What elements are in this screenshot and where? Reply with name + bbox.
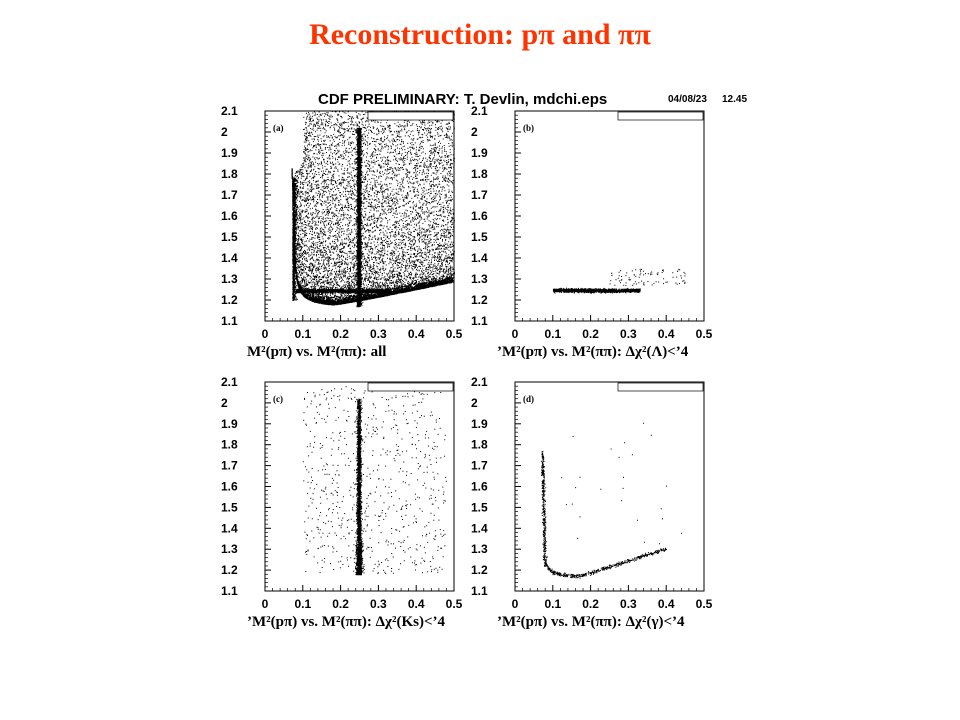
stats-box <box>367 382 454 392</box>
figure-date: 04/08/23 <box>668 94 707 105</box>
x-tick-label: 0.5 <box>446 327 463 341</box>
y-tick-label: 1.1 <box>221 584 238 598</box>
panel-b: 1.1 1.2 1.3 1.4 1.5 1.6 1.7 1.8 1.9 2 2.1 0 0.1 0.2 0.… <box>471 104 713 360</box>
y-tick-label: 1.9 <box>221 146 238 160</box>
x-tick-label: 0.3 <box>370 327 387 341</box>
y-tick-label: 2.1 <box>221 375 238 389</box>
stats-box <box>617 382 704 392</box>
panel-a: 1.1 1.2 1.3 1.4 1.5 1.6 1.7 1.8 1.9 2 2.1 0 0.1 0.2 0.… <box>221 104 463 360</box>
y-tick-label: 1.6 <box>471 209 488 223</box>
x-tick-label: 0 <box>512 327 519 341</box>
x-tick-label: 0.2 <box>582 597 599 611</box>
y-tick-label: 1.6 <box>221 480 238 494</box>
x-tick-label: 0.4 <box>408 327 425 341</box>
data-points <box>552 268 686 294</box>
data-points <box>540 422 683 579</box>
x-axis-label: ’M²(pπ) vs. M²(ππ): Δχ²(γ)<’4 <box>497 614 685 630</box>
panel-d: 1.1 1.2 1.3 1.4 1.5 1.6 1.7 1.8 1.9 2 2.1 0 0.1 0.2 0.… <box>471 375 713 630</box>
x-tick-label: 0.4 <box>658 597 675 611</box>
y-tick-label: 1.3 <box>471 272 488 286</box>
y-tick-label: 1.6 <box>471 480 488 494</box>
y-tick-label: 1.4 <box>471 251 488 265</box>
x-tick-label: 0.3 <box>620 597 637 611</box>
y-tick-label: 1.8 <box>471 438 488 452</box>
y-tick-label: 1.7 <box>471 188 488 202</box>
y-tick-label: 1.5 <box>221 230 238 244</box>
y-tick-label: 1.5 <box>221 500 238 514</box>
y-tick-label: 1.8 <box>221 167 238 181</box>
x-tick-label: 0.5 <box>446 597 463 611</box>
y-tick-label: 1.9 <box>471 417 488 431</box>
y-tick-label: 1.2 <box>471 293 488 307</box>
y-tick-label: 1.6 <box>221 209 238 223</box>
x-tick-label: 0.5 <box>696 597 713 611</box>
figure-header: CDF PRELIMINARY: T. Devlin, mdchi.eps <box>318 91 607 108</box>
data-points <box>291 111 455 308</box>
panel-tag: (b) <box>523 123 534 133</box>
scatter-points <box>291 111 455 308</box>
panel-tag: (a) <box>273 123 284 133</box>
scatter-points <box>552 268 686 294</box>
y-tick-label: 2 <box>221 396 228 410</box>
y-tick-label: 2 <box>471 396 478 410</box>
panel-tag: (d) <box>523 394 534 404</box>
y-tick-label: 1.5 <box>471 230 488 244</box>
x-tick-label: 0.4 <box>408 597 425 611</box>
x-tick-label: 0.2 <box>582 327 599 341</box>
x-tick-label: 0 <box>262 327 269 341</box>
y-tick-label: 1.2 <box>221 293 238 307</box>
scatter-points <box>540 422 683 579</box>
y-tick-label: 1.7 <box>471 459 488 473</box>
y-tick-label: 1.7 <box>221 459 238 473</box>
panel-c: 1.1 1.2 1.3 1.4 1.5 1.6 1.7 1.8 1.9 2 2.1 0 0.1 0.2 0.… <box>221 375 463 630</box>
x-tick-label: 0.5 <box>696 327 713 341</box>
y-tick-label: 1.3 <box>471 542 488 556</box>
x-tick-label: 0.4 <box>658 327 675 341</box>
x-tick-label: 0.1 <box>544 327 561 341</box>
y-tick-label: 1.1 <box>221 314 238 328</box>
panels: 1.1 1.2 1.3 1.4 1.5 1.6 1.7 1.8 1.9 2 2.1 0 0.1 0.2 0.… <box>221 104 713 630</box>
x-tick-label: 0 <box>262 597 269 611</box>
y-tick-label: 2.1 <box>221 104 238 118</box>
y-tick-label: 1.5 <box>471 500 488 514</box>
figure-time: 12.45 <box>722 94 747 105</box>
panel-tag: (c) <box>273 394 283 404</box>
y-tick-label: 1.1 <box>471 314 488 328</box>
x-tick-label: 0.1 <box>294 597 311 611</box>
x-tick-label: 0 <box>512 597 519 611</box>
x-tick-label: 0.2 <box>332 597 349 611</box>
y-tick-label: 2 <box>471 125 478 139</box>
y-tick-label: 1.3 <box>221 272 238 286</box>
stats-box <box>367 111 454 121</box>
stats-box <box>617 111 704 121</box>
data-points <box>302 386 447 576</box>
x-axis-label: ’M²(pπ) vs. M²(ππ): Δχ²(Ks)<’4 <box>247 614 445 630</box>
y-tick-label: 1.8 <box>471 167 488 181</box>
y-tick-label: 1.9 <box>471 146 488 160</box>
x-tick-label: 0.1 <box>544 597 561 611</box>
y-tick-label: 2 <box>221 125 228 139</box>
y-tick-label: 1.1 <box>471 584 488 598</box>
y-tick-label: 1.4 <box>221 521 238 535</box>
x-tick-label: 0.2 <box>332 327 349 341</box>
slide-title: Reconstruction: pπ and ππ <box>309 18 651 51</box>
y-tick-label: 2.1 <box>471 375 488 389</box>
y-tick-label: 1.8 <box>221 438 238 452</box>
y-tick-label: 1.4 <box>221 251 238 265</box>
x-axis-label: ’M²(pπ) vs. M²(ππ): Δχ²(Λ)<’4 <box>497 344 689 360</box>
y-tick-label: 1.9 <box>221 417 238 431</box>
y-tick-label: 1.3 <box>221 542 238 556</box>
x-axis-label: M²(pπ) vs. M²(ππ): all <box>247 344 386 360</box>
y-tick-label: 1.2 <box>471 563 488 577</box>
scatter-points <box>302 386 447 576</box>
y-tick-label: 1.7 <box>221 188 238 202</box>
y-tick-label: 1.2 <box>221 563 238 577</box>
y-tick-label: 1.4 <box>471 521 488 535</box>
x-tick-label: 0.3 <box>370 597 387 611</box>
x-tick-label: 0.1 <box>294 327 311 341</box>
x-tick-label: 0.3 <box>620 327 637 341</box>
y-tick-label: 2.1 <box>471 104 488 118</box>
